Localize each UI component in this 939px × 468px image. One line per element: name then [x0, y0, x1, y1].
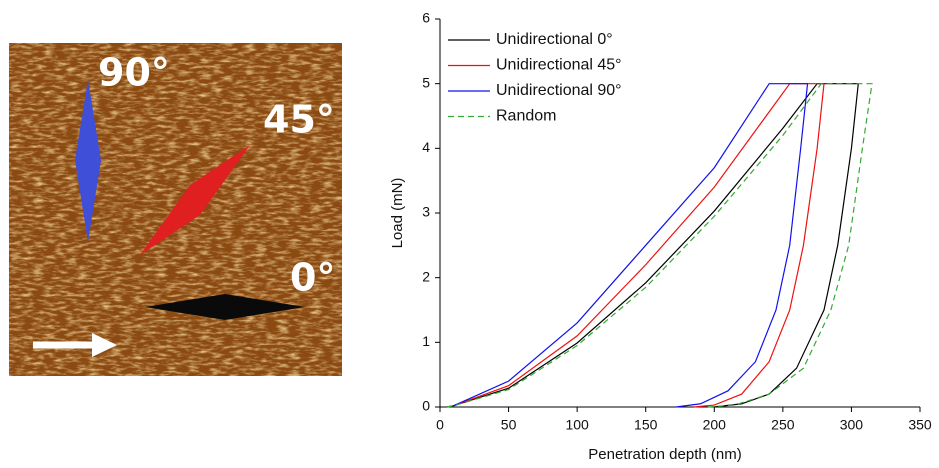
label-45: 45° — [263, 98, 335, 142]
x-tick-label: 50 — [501, 417, 517, 433]
y-tick-label: 4 — [422, 139, 430, 155]
x-tick-label: 250 — [771, 417, 795, 433]
legend-label: Unidirectional 90° — [496, 82, 622, 99]
x-tick-label: 150 — [634, 417, 658, 433]
y-tick-label: 5 — [422, 74, 430, 90]
x-tick-label: 200 — [703, 417, 727, 433]
arrow-head — [92, 333, 117, 357]
diamond-45 — [140, 145, 250, 255]
label-90: 90° — [98, 51, 170, 95]
afm-image: 90° 45° 0° — [9, 43, 342, 376]
label-0: 0° — [290, 256, 335, 300]
diamond-0 — [145, 294, 305, 320]
series-line — [446, 83, 873, 408]
y-tick-label: 6 — [422, 10, 430, 26]
y-tick-label: 3 — [422, 204, 430, 220]
chart: Penetration depth (nm) Load (mN) 0 50 100 1… — [389, 10, 932, 463]
series-line — [446, 83, 825, 408]
x-axis-label: Penetration depth (nm) — [588, 446, 741, 463]
x-tick-label: 0 — [436, 417, 444, 433]
y-tick-label: 0 — [422, 398, 430, 414]
diamond-90 — [75, 80, 101, 242]
y-tick-label: 2 — [422, 268, 430, 284]
legend-label: Unidirectional 45° — [496, 57, 622, 74]
x-tick-label: 100 — [565, 417, 589, 433]
legend-label: Unidirectional 0° — [496, 31, 613, 48]
y-axis-label: Load (mN) — [389, 178, 406, 249]
y-tick-label: 1 — [422, 333, 430, 349]
series-line — [446, 83, 859, 408]
legend-label: Random — [496, 108, 556, 125]
x-tick-label: 350 — [908, 417, 932, 433]
x-tick-label: 300 — [840, 417, 864, 433]
series-line — [446, 83, 809, 408]
